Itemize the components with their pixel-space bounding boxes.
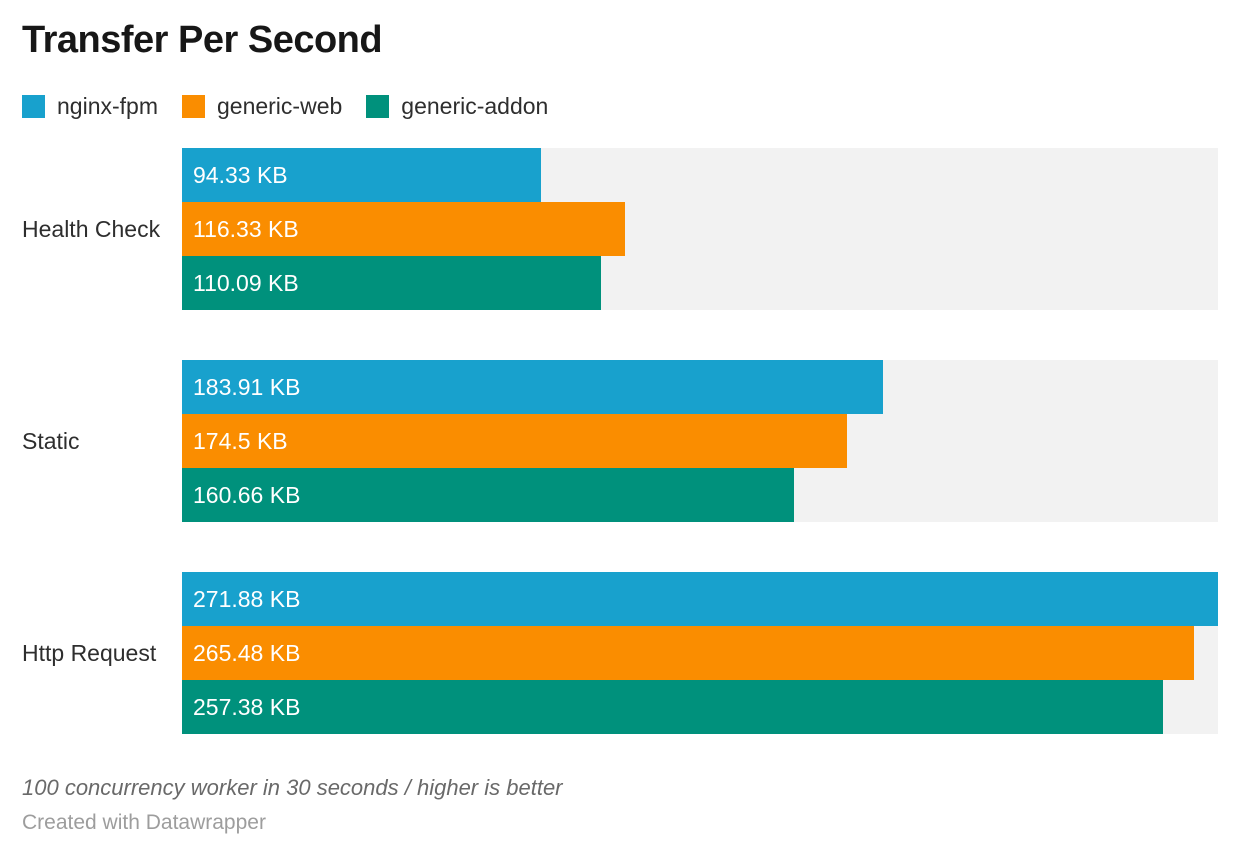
legend-label: nginx-fpm	[57, 93, 158, 119]
bar-rows: 271.88 KB 265.48 KB 257.38 KB	[182, 572, 1218, 734]
bar-track: 265.48 KB	[182, 626, 1218, 680]
chart-note: 100 concurrency worker in 30 seconds / h…	[22, 775, 563, 800]
category-label: Http Request	[22, 639, 157, 666]
bar-track: 271.88 KB	[182, 572, 1218, 626]
bar-value-label: 116.33 KB	[193, 215, 299, 242]
legend-label: generic-addon	[401, 93, 549, 119]
legend-label: generic-web	[216, 93, 343, 119]
bar-track: 160.66 KB	[182, 468, 1218, 522]
legend-swatch-icon	[181, 95, 205, 118]
bar-track: 174.5 KB	[182, 414, 1218, 468]
bar-value-label: 110.09 KB	[193, 269, 299, 296]
bar-track: 110.09 KB	[182, 256, 1218, 310]
bar-value-label: 265.48 KB	[193, 639, 301, 666]
bar-generic-web[interactable]: 174.5 KB	[182, 414, 847, 468]
legend-swatch-icon	[366, 95, 390, 118]
datawrapper-credit[interactable]: Created with Datawrapper	[22, 811, 266, 834]
bar-nginx-fpm[interactable]: 94.33 KB	[182, 148, 542, 202]
legend-swatch-icon	[22, 95, 45, 118]
bar-generic-addon[interactable]: 110.09 KB	[182, 256, 602, 310]
bar-rows: 183.91 KB 174.5 KB 160.66 KB	[182, 360, 1218, 522]
bar-group: Health Check 94.33 KB 116.33 KB 110.09 KB	[22, 148, 1218, 310]
category-label: Health Check	[22, 215, 161, 242]
bar-generic-web[interactable]: 265.48 KB	[182, 626, 1194, 680]
bar-value-label: 183.91 KB	[193, 373, 301, 400]
bar-generic-web[interactable]: 116.33 KB	[182, 202, 626, 256]
bar-track: 183.91 KB	[182, 360, 1218, 414]
bar-nginx-fpm[interactable]: 183.91 KB	[182, 360, 883, 414]
legend-item-generic-addon: generic-addon	[366, 93, 548, 120]
chart-title: Transfer Per Second	[22, 19, 383, 61]
category-label: Static	[22, 427, 80, 454]
bar-track: 94.33 KB	[182, 148, 1218, 202]
plot-area: Health Check 94.33 KB 116.33 KB 110.09 KB St…	[22, 148, 1218, 734]
bar-group: Static 183.91 KB 174.5 KB 160.66 KB	[22, 360, 1218, 522]
bar-value-label: 174.5 KB	[193, 427, 288, 454]
bar-nginx-fpm[interactable]: 271.88 KB	[182, 572, 1218, 626]
legend-item-generic-web: generic-web	[181, 93, 343, 120]
legend-item-nginx-fpm: nginx-fpm	[22, 93, 158, 120]
bar-generic-addon[interactable]: 257.38 KB	[182, 680, 1163, 734]
bar-value-label: 257.38 KB	[193, 693, 301, 720]
bar-group: Http Request 271.88 KB 265.48 KB 257.38 KB	[22, 572, 1218, 734]
bar-track: 257.38 KB	[182, 680, 1218, 734]
bar-generic-addon[interactable]: 160.66 KB	[182, 468, 795, 522]
bar-value-label: 271.88 KB	[193, 585, 301, 612]
bar-value-label: 160.66 KB	[193, 481, 301, 508]
bar-rows: 94.33 KB 116.33 KB 110.09 KB	[182, 148, 1218, 310]
bar-track: 116.33 KB	[182, 202, 1218, 256]
bar-value-label: 94.33 KB	[193, 161, 288, 188]
legend: nginx-fpm generic-web generic-addon	[22, 93, 1218, 120]
